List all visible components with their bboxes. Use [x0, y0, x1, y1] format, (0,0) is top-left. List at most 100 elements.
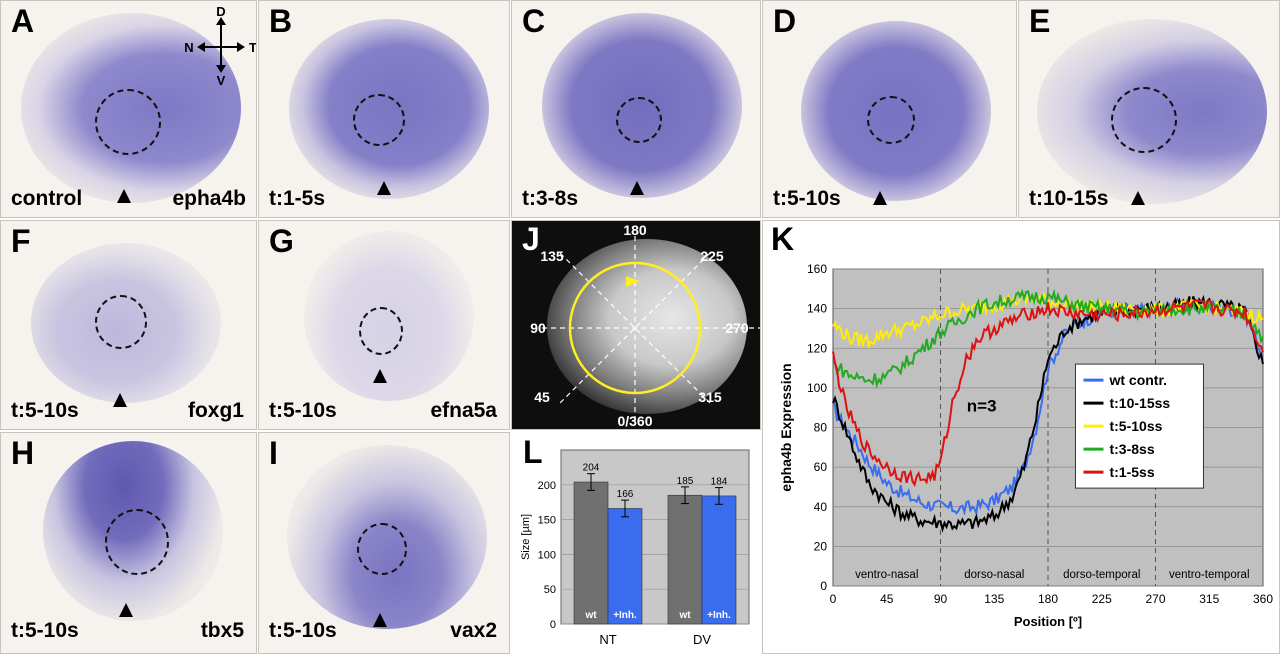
- panel-label: C: [522, 3, 546, 39]
- line-chart: 0 20 40 60 80 100 120 140 160 0 45 90 135 180 225 270 31…: [778, 262, 1273, 629]
- bar-chart: 0 50 100 150 200 Size [µm] 204 wt 166 +Inh. NT 185 w…: [520, 449, 750, 647]
- panel-caption-right: foxg1: [187, 399, 244, 422]
- arrowhead-icon: [1131, 191, 1145, 205]
- panel-k: 0 20 40 60 80 100 120 140 160 0 45 90 135 180 225 270 31…: [762, 220, 1280, 654]
- panel-label: K: [771, 221, 795, 257]
- series-label: +Inh.: [707, 610, 731, 621]
- region-label: ventro-temporal: [1169, 569, 1250, 581]
- compass-label-d: D: [216, 7, 225, 19]
- series-label: wt: [584, 610, 597, 621]
- panel-caption-left: t:5-10s: [11, 399, 79, 422]
- panel-caption-left: t:5-10s: [269, 399, 337, 422]
- panel-b: B t:1-5s: [258, 0, 510, 218]
- x-tick-label: 180: [1038, 592, 1058, 606]
- arrowhead-icon: [113, 393, 127, 407]
- dashed-circle: [867, 96, 915, 144]
- panel-e: E t:10-15s: [1018, 0, 1280, 218]
- dashed-circle: [616, 97, 662, 143]
- x-tick-label: 360: [1253, 592, 1273, 606]
- panel-caption-left: t:5-10s: [11, 619, 79, 642]
- y-tick-label: 50: [544, 584, 556, 596]
- bar: [667, 494, 703, 625]
- y-tick-label: 100: [807, 381, 827, 395]
- y-tick-label: 40: [814, 500, 828, 514]
- panel-caption-left: t:5-10s: [773, 187, 841, 210]
- panel-f: F t:5-10s foxg1: [0, 220, 257, 430]
- region-label: dorso-nasal: [964, 569, 1024, 581]
- x-axis-label: Position [º]: [1014, 614, 1082, 629]
- polar-label-180: 180: [623, 222, 647, 238]
- panel-d: D t:5-10s: [762, 0, 1017, 218]
- embryo-image: [547, 239, 747, 414]
- arrowhead-icon: [630, 181, 644, 195]
- panel-c: C t:3-8s: [511, 0, 761, 218]
- panel-label: L: [523, 434, 543, 470]
- arrowhead-icon: [117, 189, 131, 203]
- y-tick-label: 0: [820, 579, 827, 593]
- series-line-4: [832, 298, 1264, 488]
- panel-caption-right: efna5a: [430, 399, 497, 422]
- panel-label: G: [269, 223, 294, 259]
- dashed-circle: [357, 523, 407, 575]
- panel-label: E: [1029, 3, 1051, 39]
- polar-diagram: 180 225 270 315 0/360 45 90 135: [530, 222, 760, 429]
- y-tick-label: 120: [807, 341, 827, 355]
- category-label: NT: [599, 632, 616, 647]
- panel-caption-left: control: [11, 187, 83, 210]
- panel-label: B: [269, 3, 293, 39]
- panel-label: A: [11, 3, 35, 39]
- data-label: 184: [711, 477, 728, 488]
- bar: [607, 508, 643, 625]
- x-tick-label: 0: [830, 592, 837, 606]
- panel-i: I t:5-10s vax2: [258, 432, 510, 654]
- dashed-circle: [105, 509, 169, 575]
- panel-label: F: [11, 223, 31, 259]
- panel-a: A control epha4b D V N T: [0, 0, 257, 218]
- panel-label: I: [269, 435, 278, 471]
- dashed-circle: [359, 307, 403, 355]
- legend-label: wt contr.: [1108, 372, 1167, 388]
- legend-label: t:5-10ss: [1109, 418, 1162, 434]
- series-label: wt: [678, 610, 691, 621]
- dashed-circle: [1111, 87, 1177, 153]
- polar-label-0-360: 0/360: [617, 413, 652, 429]
- polar-label-135: 135: [540, 248, 564, 264]
- panel-label: H: [11, 435, 35, 471]
- polar-label-225: 225: [700, 248, 724, 264]
- legend-label: t:10-15ss: [1109, 395, 1170, 411]
- panel-g: G t:5-10s efna5a: [258, 220, 510, 430]
- panel-h: H t:5-10s tbx5: [0, 432, 257, 654]
- panel-caption-left: t:5-10s: [269, 619, 337, 642]
- bar: [701, 495, 737, 625]
- compass-label-v: V: [217, 73, 226, 87]
- polar-label-45: 45: [534, 389, 550, 405]
- y-tick-label: 150: [538, 515, 556, 527]
- dashed-circle: [353, 94, 405, 146]
- arrowhead-icon: [373, 369, 387, 383]
- annotation-label: n=3: [967, 397, 997, 416]
- legend-label: t:3-8ss: [1109, 441, 1154, 457]
- series-label: +Inh.: [613, 610, 637, 621]
- dashed-circle: [95, 89, 161, 155]
- panel-j: 180 225 270 315 0/360 45 90 135 J: [511, 220, 761, 430]
- arrowhead-icon: [373, 613, 387, 627]
- x-tick-label: 90: [934, 592, 948, 606]
- y-tick-label: 20: [814, 539, 828, 553]
- compass-label-n: N: [184, 40, 193, 55]
- panel-l: 0 50 100 150 200 Size [µm] 204 wt 166 +Inh. NT 185 w…: [511, 432, 761, 654]
- panel-label: D: [773, 3, 797, 39]
- x-tick-label: 225: [1092, 592, 1112, 606]
- panel-caption-left: t:10-15s: [1029, 187, 1109, 210]
- polar-label-90: 90: [530, 320, 546, 336]
- series-line-2: [832, 291, 1264, 350]
- x-tick-label: 315: [1199, 592, 1219, 606]
- x-tick-label: 45: [880, 592, 894, 606]
- data-label: 166: [617, 489, 634, 500]
- bar: [573, 481, 609, 625]
- y-axis-label: Size [µm]: [520, 514, 532, 560]
- data-label: 185: [677, 476, 694, 487]
- y-tick-label: 160: [807, 262, 827, 276]
- panel-caption-right: tbx5: [200, 619, 244, 642]
- x-tick-label: 270: [1145, 592, 1165, 606]
- dashed-circle: [95, 295, 147, 349]
